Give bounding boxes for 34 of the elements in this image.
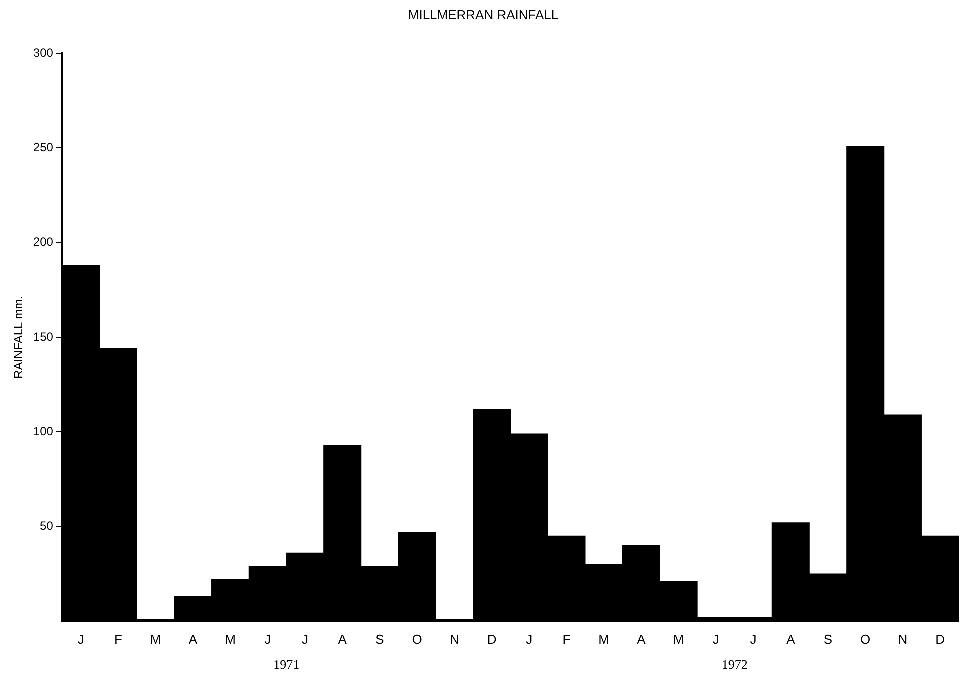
- x-tick-label: O: [412, 632, 422, 647]
- x-tick-label: O: [860, 632, 871, 647]
- chart-title: MILLMERRAN RAINFALL: [408, 7, 559, 22]
- y-tick-label: 250: [33, 140, 54, 155]
- x-tick-label: J: [712, 632, 720, 647]
- x-tick-label: F: [562, 632, 571, 647]
- x-tick-label: J: [264, 632, 272, 647]
- x-tick-label: A: [637, 632, 646, 647]
- text: 1971: [274, 657, 300, 672]
- x-tick-label: M: [150, 632, 162, 647]
- y-tick-label: 200: [33, 235, 54, 250]
- x-tick-label: M: [598, 632, 610, 647]
- x-tick-label: D: [936, 632, 946, 647]
- x-tick-label: J: [78, 632, 84, 647]
- y-tick-label: 300: [33, 46, 54, 60]
- x-tick-label: F: [114, 632, 122, 647]
- x-tick-label: J: [750, 632, 757, 647]
- text: 1972: [722, 657, 748, 672]
- x-tick-label: A: [188, 632, 198, 647]
- y-tick-label: 150: [33, 330, 54, 344]
- y-axis-title: RAINFALL mm.: [12, 296, 26, 379]
- x-tick-label: N: [450, 632, 460, 647]
- x-tick-label: S: [824, 632, 833, 647]
- x-tick-label: M: [225, 632, 236, 647]
- x-tick-label: A: [786, 632, 796, 647]
- x-tick-label: D: [487, 632, 497, 647]
- x-tick-label: J: [526, 632, 533, 647]
- y-tick-label: 50: [40, 519, 54, 534]
- x-tick-label: N: [898, 632, 908, 647]
- x-tick-label: S: [376, 632, 385, 647]
- x-tick-label: J: [302, 632, 308, 647]
- x-tick-label: M: [673, 632, 684, 647]
- y-tick-label: 100: [33, 424, 54, 438]
- x-tick-label: A: [338, 632, 348, 647]
